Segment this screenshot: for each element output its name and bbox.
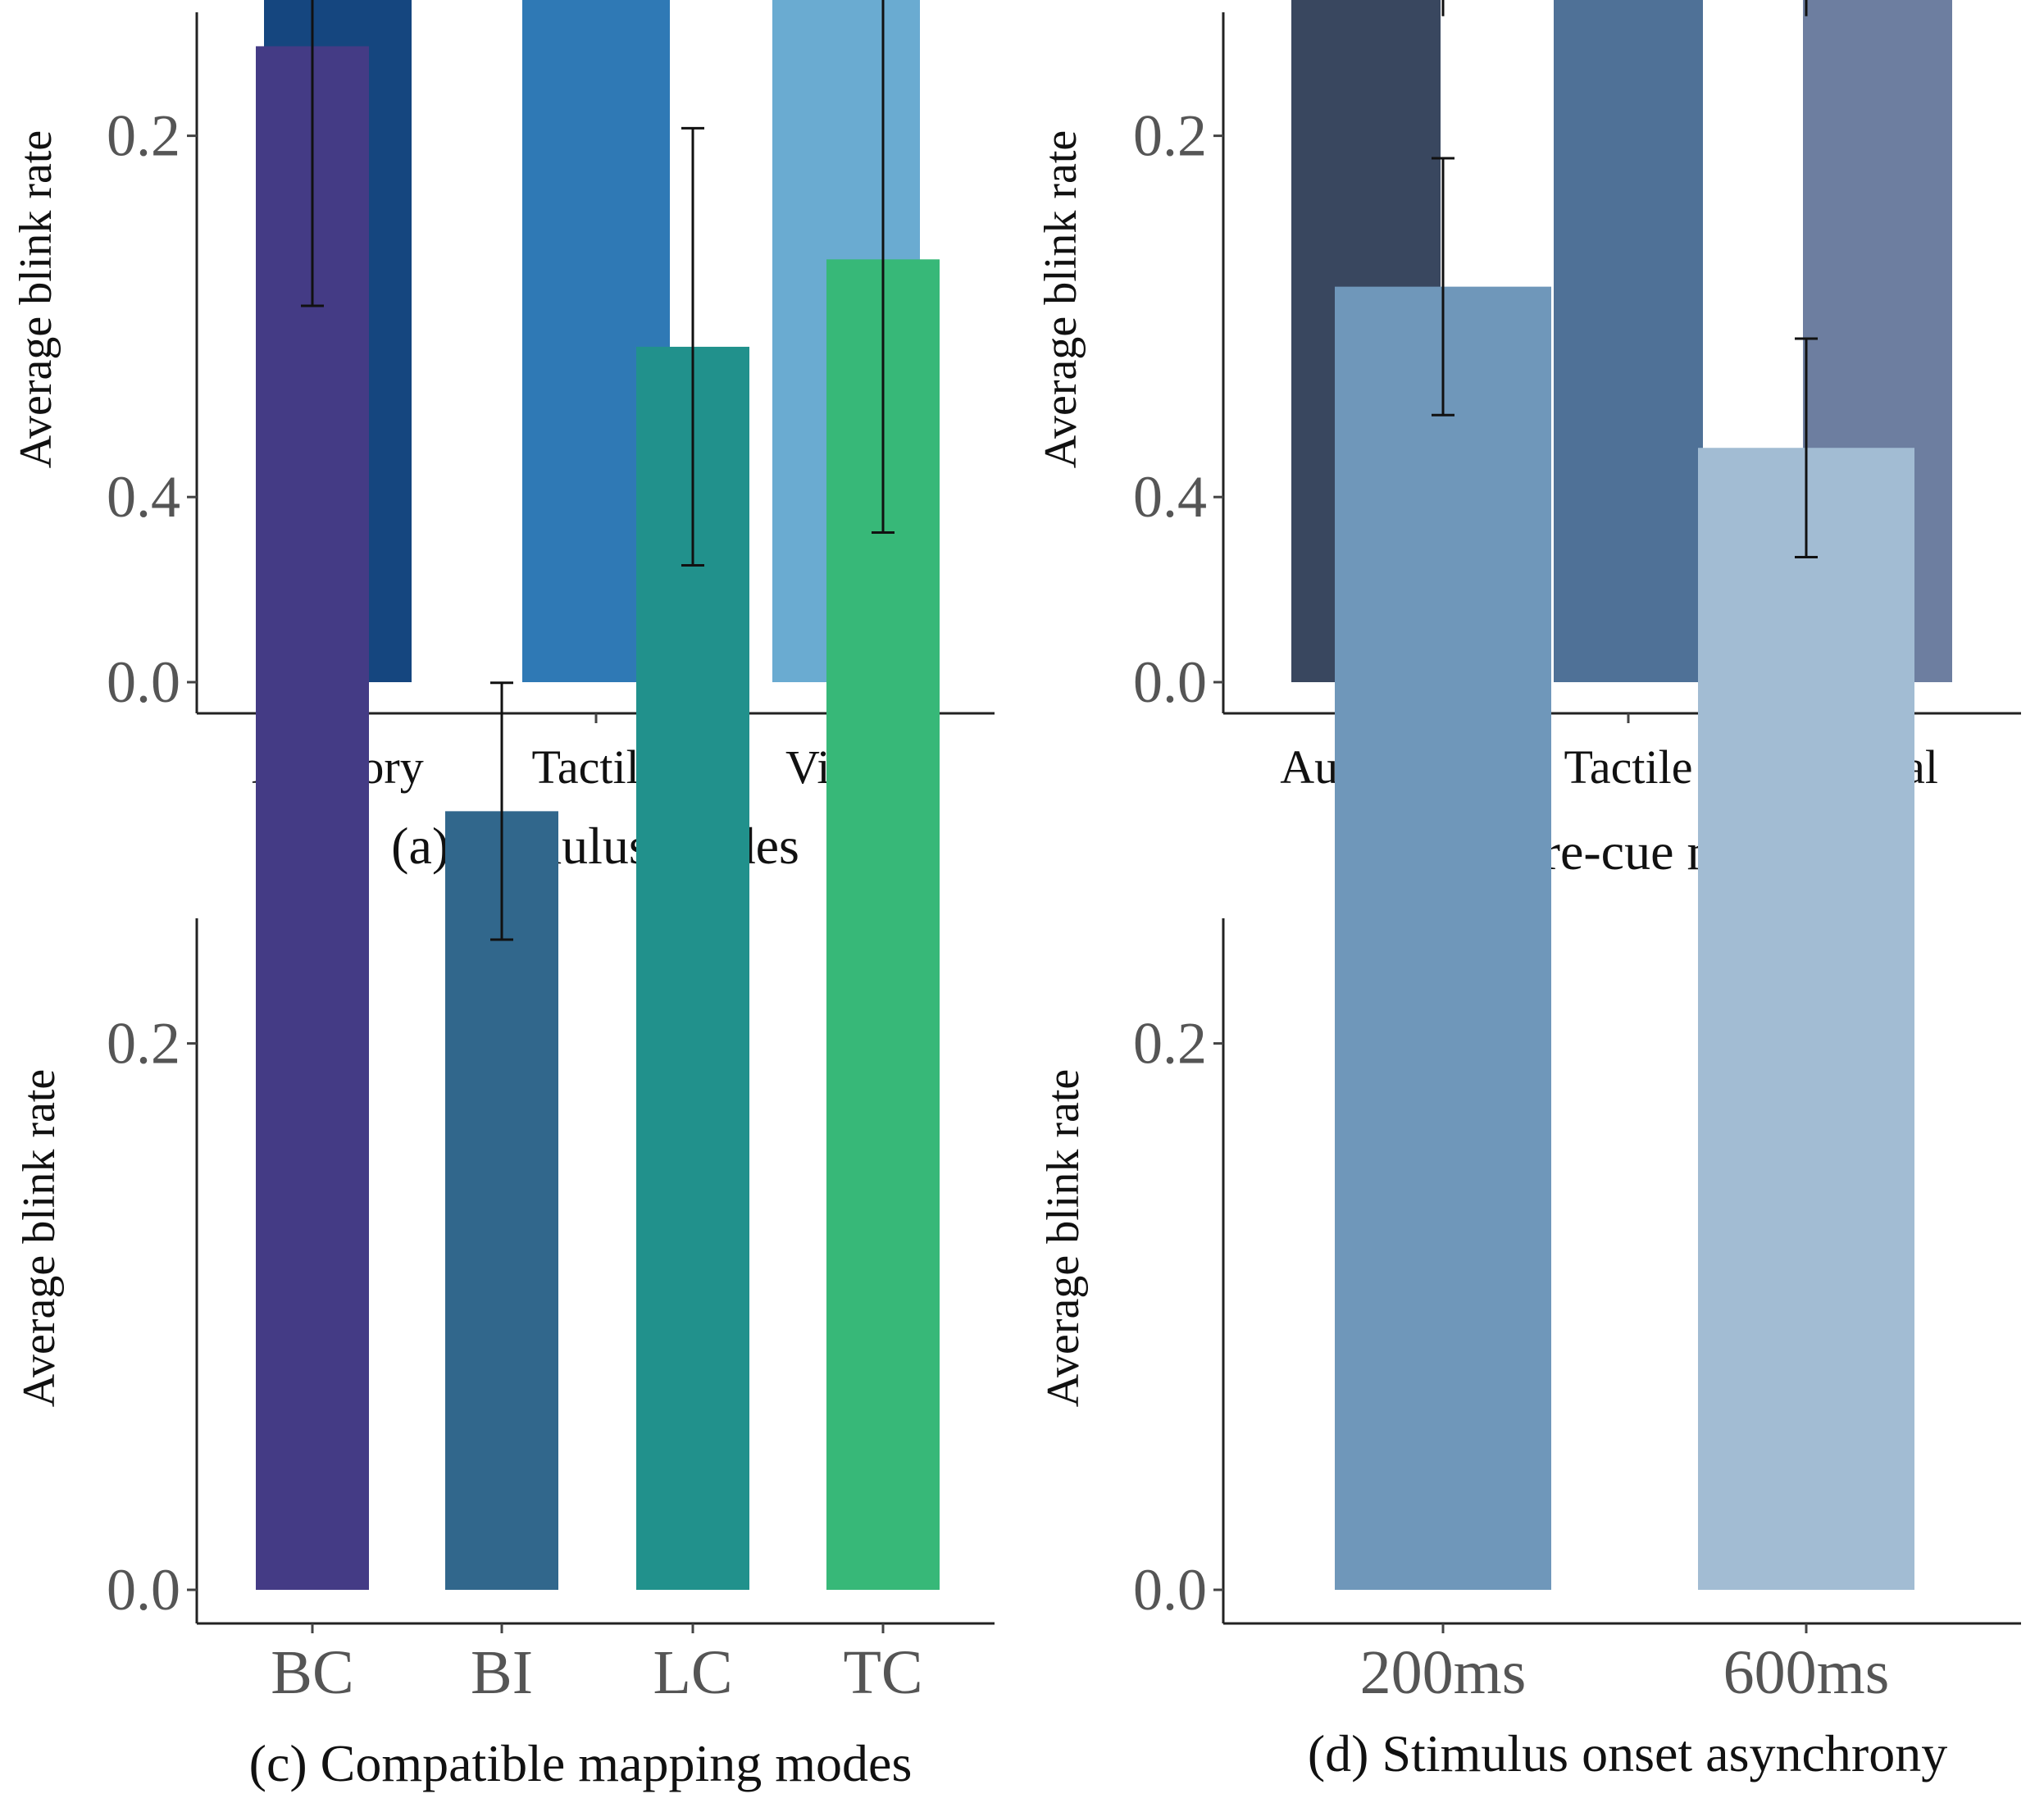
panel-d-caption: (d) Stimulus onset asynchrony [1308,1724,1947,1783]
panel-b-x-tick-label: Tactile [1564,740,1693,794]
panel-d-x-tick-label: 600ms [1723,1638,1890,1707]
panel-d-y-axis-label: Average blink rate [1038,1069,1089,1408]
panel-c-x-tick-label: TC [843,1638,922,1707]
panel-c-caption: (c) Compatible mapping modes [249,1734,913,1792]
panel-a-y-axis-label: Average blink rate [11,130,61,469]
panel-d-y-tick-label: 0.4 [1133,464,1207,530]
panel-b-bar-tactile [1554,0,1703,682]
panel-b-y-tick-label: 0.0 [1133,649,1207,715]
panel-a-y-tick-label: 0.2 [107,103,180,169]
panel-a-y-tick-label: 0.0 [107,649,180,715]
panel-d-bar-600ms [1698,448,1914,1590]
panel-c-bar-bi [445,811,558,1590]
panel-c-x-tick-label: BI [471,1638,533,1707]
panel-d-significance-bracket [1441,0,1808,16]
panel-c-y-axis-label: Average blink rate [14,1069,65,1408]
panel-c-y-tick-label: 0.0 [107,1557,180,1623]
panel-c-x-tick-label: LC [653,1638,732,1707]
panel-d-x-tick-label: 200ms [1360,1638,1527,1707]
panel-d-y-tick-label: 0.2 [1133,1011,1207,1077]
panel-d-bar-200ms [1335,286,1551,1590]
panel-b-y-axis-label: Average blink rate [1036,130,1086,469]
panel-b-y-tick-label: 0.2 [1133,103,1207,169]
panel-c-y-tick-label: 0.4 [107,464,180,530]
panel-d-y-tick-label: 0.0 [1133,1557,1207,1623]
panel-c-x-tick-label: BC [271,1638,353,1707]
panel-c-y-tick-label: 0.2 [107,1011,180,1077]
